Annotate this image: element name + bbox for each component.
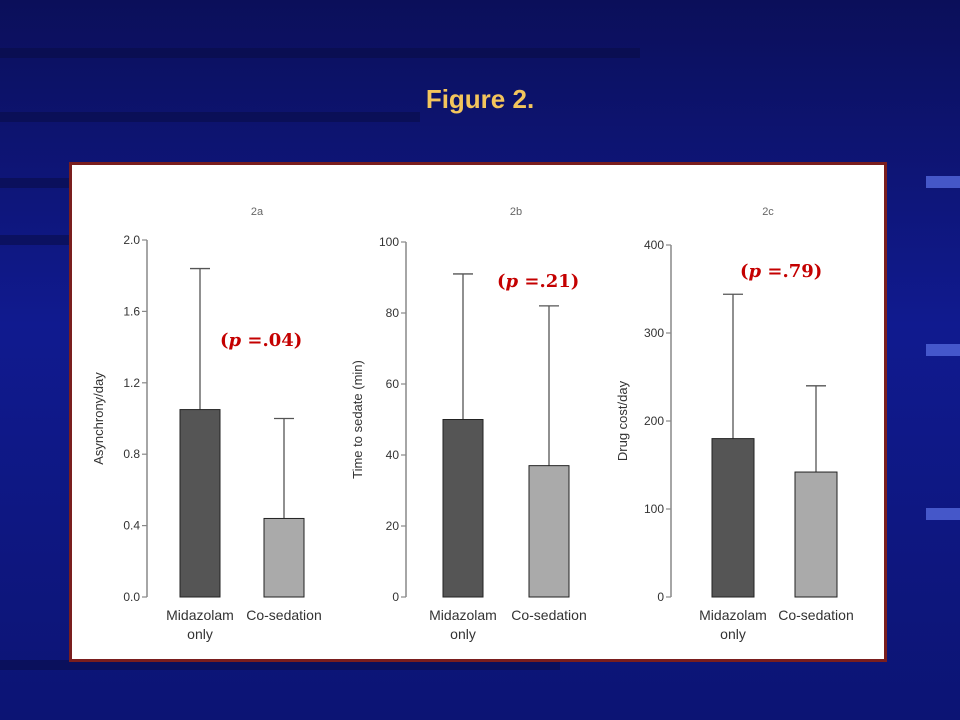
y-tick-label: 0 (392, 590, 399, 604)
y-axis-label: Drug cost/day (615, 380, 630, 461)
category-label: only (450, 626, 476, 642)
p-value-annotation: (p =.04) (220, 330, 302, 351)
y-tick-label: 100 (644, 502, 664, 516)
y-tick-label: 1.2 (123, 376, 140, 390)
y-tick-label: 0.8 (123, 447, 140, 461)
p-value-annotation: (p =.79) (740, 261, 822, 282)
figure-panel: 2a 0.0 0.4 0.8 1.2 1.6 2.0 Asynchrony/day Midazo… (69, 162, 887, 662)
category-label: only (187, 626, 213, 642)
p-value-annotation: (p =.21) (497, 271, 579, 292)
y-axis-label: Asynchrony/day (91, 372, 106, 465)
background-stripe (0, 112, 420, 122)
bar (711, 438, 755, 598)
y-tick-label: 2.0 (123, 233, 140, 247)
bar (794, 471, 838, 598)
bar (442, 419, 484, 598)
edge-accent (926, 176, 960, 188)
category-label: Midazolam (166, 607, 234, 623)
bar (528, 465, 570, 598)
category-label: Co-sedation (511, 607, 587, 623)
background-stripe (0, 178, 70, 188)
y-tick-label: 1.6 (123, 304, 140, 318)
bar (179, 409, 221, 598)
y-tick-label: 0 (657, 590, 664, 604)
slide-title: Figure 2. (425, 84, 535, 114)
y-tick-label: 200 (644, 414, 664, 428)
edge-accent (926, 508, 960, 520)
category-label: only (720, 626, 746, 642)
panel-label: 2c (762, 206, 774, 218)
bar (263, 517, 305, 598)
edge-accent (926, 344, 960, 356)
y-tick-label: 0.0 (123, 590, 140, 604)
y-tick-label: 0.4 (123, 519, 140, 533)
category-label: Co-sedation (246, 607, 322, 623)
panel-label: 2a (251, 206, 264, 218)
background-stripe (0, 660, 560, 670)
category-label: Midazolam (429, 607, 497, 623)
background-stripe (0, 48, 640, 58)
category-label: Co-sedation (778, 607, 854, 623)
y-axis-label: Time to sedate (min) (350, 360, 365, 479)
y-tick-label: 40 (386, 448, 400, 462)
y-tick-label: 100 (379, 235, 399, 249)
y-tick-label: 300 (644, 326, 664, 340)
bar-charts: 2a 0.0 0.4 0.8 1.2 1.6 2.0 Asynchrony/day Midazo… (91, 206, 854, 642)
background-stripe (0, 235, 70, 245)
y-tick-label: 80 (386, 306, 400, 320)
category-label: Midazolam (699, 607, 767, 623)
panel-label: 2b (510, 206, 522, 218)
y-tick-label: 60 (386, 377, 400, 391)
y-tick-label: 400 (644, 238, 664, 252)
y-tick-label: 20 (386, 519, 400, 533)
